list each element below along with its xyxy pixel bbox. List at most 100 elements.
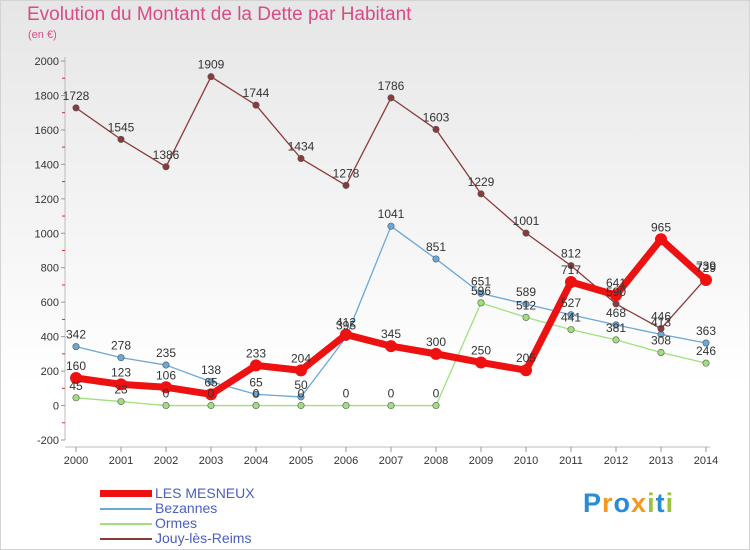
data-label: 235 bbox=[156, 346, 176, 360]
data-point bbox=[162, 361, 170, 369]
data-point bbox=[702, 359, 710, 367]
data-label: 1278 bbox=[333, 166, 360, 180]
data-label: 160 bbox=[66, 359, 86, 373]
data-point bbox=[610, 289, 622, 302]
data-label: 45 bbox=[69, 379, 83, 393]
data-point bbox=[612, 321, 620, 329]
data-point bbox=[205, 388, 217, 401]
data-point bbox=[432, 255, 440, 263]
logo-letter: i bbox=[665, 488, 675, 518]
data-label: 0 bbox=[253, 387, 260, 401]
y-tick-label: 0 bbox=[53, 401, 59, 413]
data-label: 233 bbox=[246, 346, 266, 360]
y-tick-label: 400 bbox=[41, 332, 59, 344]
x-tick-label: 2008 bbox=[424, 455, 448, 467]
data-point bbox=[117, 135, 125, 143]
logo-letter: P bbox=[583, 488, 603, 518]
data-label: 0 bbox=[343, 387, 350, 401]
data-point bbox=[252, 101, 260, 109]
data-label: 205 bbox=[516, 351, 536, 365]
data-point bbox=[522, 300, 530, 308]
data-point bbox=[387, 94, 395, 102]
x-tick-label: 2001 bbox=[109, 455, 133, 467]
y-tick-label: 1800 bbox=[35, 90, 59, 102]
data-label: 0 bbox=[388, 387, 395, 401]
data-point bbox=[70, 371, 82, 384]
data-label: 65 bbox=[204, 375, 218, 389]
x-tick-label: 2003 bbox=[199, 455, 223, 467]
x-tick-label: 2006 bbox=[334, 455, 358, 467]
data-point bbox=[160, 381, 172, 394]
data-point bbox=[387, 222, 395, 230]
legend-label-bezannes: Bezannes bbox=[155, 500, 218, 516]
data-point bbox=[207, 402, 215, 410]
data-label: 468 bbox=[606, 306, 626, 320]
data-point bbox=[162, 163, 170, 171]
data-point bbox=[115, 378, 127, 391]
x-tick-label: 2007 bbox=[379, 455, 403, 467]
data-point bbox=[340, 328, 352, 341]
data-label: 441 bbox=[561, 311, 581, 325]
data-point bbox=[432, 402, 440, 410]
y-tick-label: 200 bbox=[41, 366, 59, 378]
data-point bbox=[567, 262, 575, 270]
data-label: 138 bbox=[201, 363, 221, 377]
x-tick-label: 2010 bbox=[514, 455, 538, 467]
x-tick-label: 2009 bbox=[469, 455, 493, 467]
legend-label-ormes: Ormes bbox=[155, 515, 197, 531]
data-label: 1434 bbox=[288, 140, 315, 154]
data-point bbox=[432, 125, 440, 133]
data-point bbox=[295, 364, 307, 377]
data-label: 651 bbox=[471, 274, 491, 288]
data-label: 1001 bbox=[513, 214, 540, 228]
data-point bbox=[700, 273, 712, 286]
data-point bbox=[657, 348, 665, 356]
x-tick-label: 2012 bbox=[604, 455, 628, 467]
data-label: 0 bbox=[433, 387, 440, 401]
data-label: 23 bbox=[114, 383, 128, 397]
logo-letter: t bbox=[655, 488, 666, 518]
legend-swatch-bezannes bbox=[100, 508, 152, 510]
data-point bbox=[342, 181, 350, 189]
y-tick-label: 800 bbox=[41, 263, 59, 275]
data-label: 300 bbox=[426, 335, 446, 349]
logo-letter: x bbox=[631, 488, 648, 518]
data-label: 527 bbox=[561, 296, 581, 310]
data-label: 590 bbox=[606, 285, 626, 299]
data-label: 1545 bbox=[108, 120, 135, 134]
data-point bbox=[522, 229, 530, 237]
data-point bbox=[567, 326, 575, 334]
chart-title: Evolution du Montant de la Dette par Hab… bbox=[27, 4, 412, 25]
data-label: 446 bbox=[651, 310, 671, 324]
y-tick-label: 600 bbox=[41, 297, 59, 309]
data-label: 0 bbox=[298, 387, 305, 401]
data-label: 342 bbox=[66, 328, 86, 342]
x-tick-label: 2002 bbox=[154, 455, 178, 467]
data-point bbox=[72, 394, 80, 402]
data-label: 65 bbox=[249, 375, 263, 389]
legend-swatch-jouy-les-reims bbox=[100, 538, 152, 540]
data-label: 965 bbox=[651, 220, 671, 234]
data-point bbox=[612, 336, 620, 344]
data-point bbox=[117, 398, 125, 406]
x-tick-label: 2011 bbox=[559, 455, 583, 467]
data-label: 729 bbox=[696, 261, 716, 275]
data-label: 596 bbox=[471, 284, 491, 298]
data-point bbox=[520, 364, 532, 377]
data-label: 1041 bbox=[378, 207, 405, 221]
y-tick-label: 2000 bbox=[35, 56, 59, 68]
data-label: 363 bbox=[696, 324, 716, 338]
data-label: 50 bbox=[294, 378, 308, 392]
data-label: 308 bbox=[651, 333, 671, 347]
data-label: 250 bbox=[471, 343, 491, 357]
logo-letter: r bbox=[602, 488, 614, 518]
data-label: 1386 bbox=[153, 148, 180, 162]
legend-label-jouy-les-reims: Jouy-lès-Reims bbox=[155, 530, 252, 546]
data-label: 1786 bbox=[378, 79, 405, 93]
data-point bbox=[342, 402, 350, 410]
logo-letter: o bbox=[613, 488, 632, 518]
data-label: 1909 bbox=[198, 58, 225, 72]
data-point bbox=[207, 378, 215, 386]
x-tick-label: 2014 bbox=[694, 455, 718, 467]
